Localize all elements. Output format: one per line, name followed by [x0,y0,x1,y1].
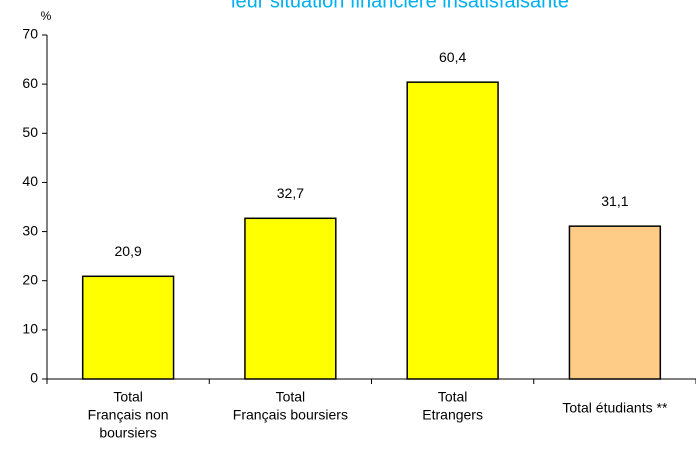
y-tick-label: 20 [22,271,38,287]
x-tick-label: Total [438,389,468,405]
x-tick-label: Français boursiers [233,407,348,423]
x-tick-label: Français non [88,407,169,423]
value-label: 32,7 [277,185,304,201]
x-tick-label: Etrangers [422,407,483,423]
bar [406,81,499,380]
y-tick-label: 50 [22,124,38,140]
value-label: 31,1 [601,193,628,209]
y-tick-label: 30 [22,222,38,238]
y-tick-label: 60 [22,75,38,91]
chart-title: leur situation financière insatisfaisant… [231,0,569,12]
x-tick-label: Total [113,389,143,405]
bar [568,225,662,380]
y-axis-label: % [41,9,52,23]
x-tick-label: boursiers [99,425,157,441]
value-label: 60,4 [439,49,466,65]
x-tick-label: Total [276,389,306,405]
y-tick-label: 0 [30,370,38,386]
y-tick-label: 40 [22,173,38,189]
y-tick-label: 10 [22,321,38,337]
y-tick-label: 70 [22,26,38,42]
x-tick-label: Total étudiants ** [562,400,668,416]
bar [244,217,337,380]
bar [81,275,175,380]
value-label: 20,9 [115,243,142,259]
